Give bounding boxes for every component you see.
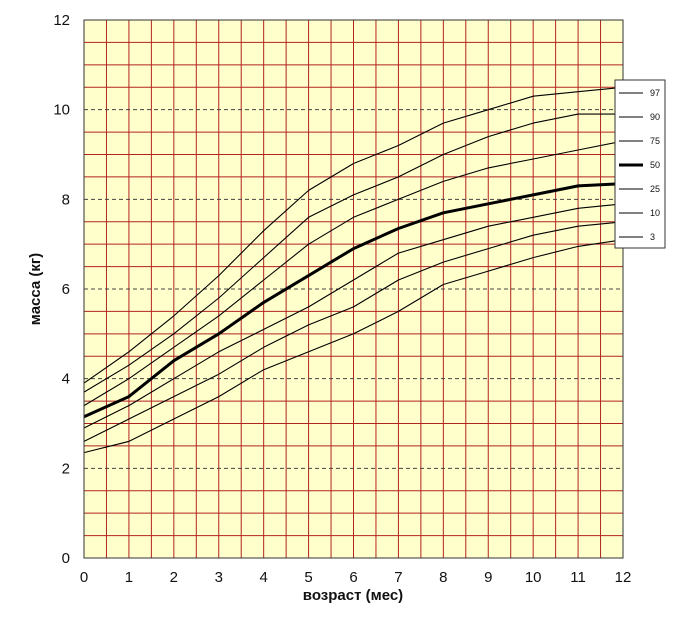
series-line-p75 [83,140,624,407]
series-line-p10 [83,221,624,442]
y-tick-label: 0 [62,550,70,567]
legend-label-p97: 97 [650,88,660,98]
series-line-p25 [83,203,624,429]
y-tick-label: 12 [53,12,70,29]
x-tick-label: 3 [215,569,223,586]
series-lines [83,86,624,454]
x-axis-title: возраст (мес) [303,587,403,604]
legend-label-p25: 25 [650,184,660,194]
y-tick-labels: 0 2 4 6 8 10 12 [53,12,70,567]
legend: 97 90 75 50 25 10 3 [614,79,666,249]
x-tick-labels: 0 1 2 3 4 5 6 7 8 9 10 11 12 [80,569,632,586]
x-tick-label: 5 [304,569,312,586]
legend-label-p90: 90 [650,112,660,122]
x-tick-label: 2 [170,569,178,586]
x-tick-label: 1 [125,569,133,586]
series-line-p90 [83,113,623,393]
plot-frame [83,19,624,559]
x-tick-label: 9 [484,569,492,586]
x-tick-label: 11 [570,569,586,586]
y-tick-label: 10 [53,102,70,119]
x-tick-label: 0 [80,569,88,586]
y-tick-label: 4 [62,371,70,388]
x-tick-label: 8 [439,569,447,586]
x-tick-label: 6 [349,569,357,586]
y-tick-label: 2 [62,460,70,477]
legend-label-p3: 3 [650,232,655,242]
x-tick-label: 10 [525,569,542,586]
grid [84,20,623,558]
series-line-p50 [83,182,624,419]
x-tick-label: 4 [259,569,267,586]
y-tick-label: 8 [62,191,70,208]
legend-label-p50: 50 [650,160,660,170]
series-line-p97 [83,86,624,384]
y-axis-title: масса (кг) [27,253,44,325]
series-line-p3 [83,239,624,454]
x-tick-label: 7 [394,569,402,586]
legend-label-p10: 10 [650,208,660,218]
legend-label-p75: 75 [650,136,660,146]
y-tick-label: 6 [62,281,70,298]
x-tick-label: 12 [615,569,632,586]
